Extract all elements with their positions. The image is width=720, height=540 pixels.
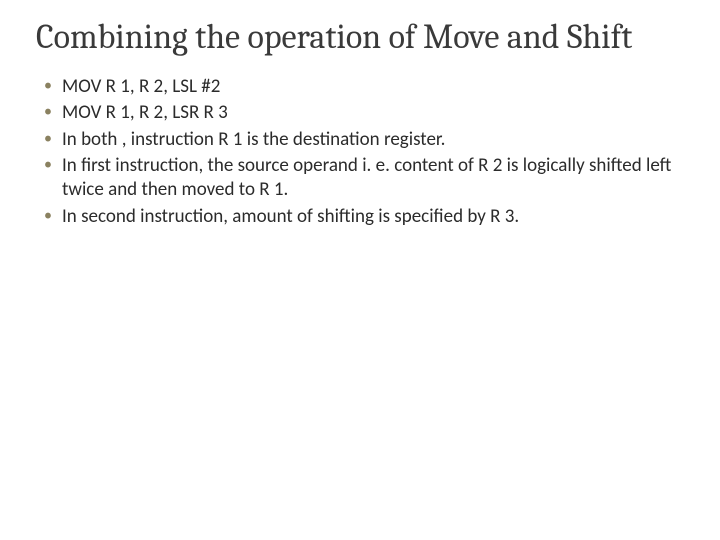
list-item: MOV R 1, R 2, LSL #2 xyxy=(44,75,684,99)
slide: Combining the operation of Move and Shif… xyxy=(0,0,720,540)
list-item: In first instruction, the source operand… xyxy=(44,154,684,203)
list-item: In both , instruction R 1 is the destina… xyxy=(44,128,684,152)
list-item: MOV R 1, R 2, LSR R 3 xyxy=(44,101,684,125)
bullet-list: MOV R 1, R 2, LSL #2 MOV R 1, R 2, LSR R… xyxy=(36,75,684,229)
slide-title: Combining the operation of Move and Shif… xyxy=(36,18,684,57)
list-item: In second instruction, amount of shiftin… xyxy=(44,205,684,229)
slide-body: MOV R 1, R 2, LSL #2 MOV R 1, R 2, LSR R… xyxy=(36,75,684,229)
